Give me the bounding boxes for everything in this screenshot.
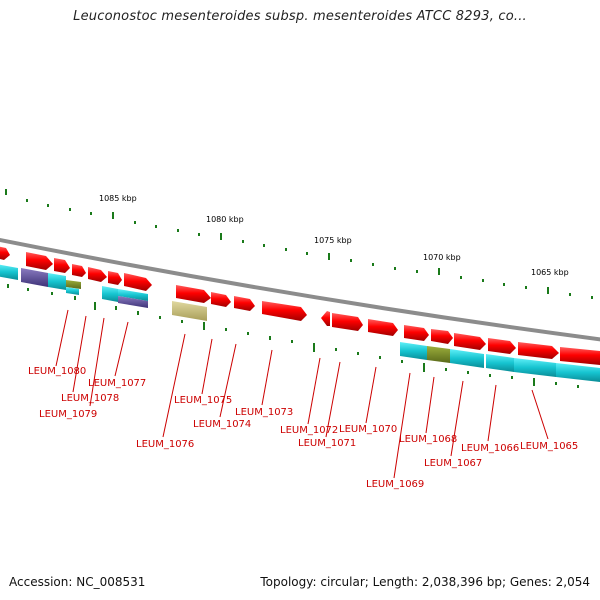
- leader-leum-1071: [325, 361, 341, 438]
- cog-block[interactable]: [556, 363, 600, 382]
- leader-leum-1078: [72, 315, 87, 393]
- gene-label-leum-1069[interactable]: LEUM_1069: [366, 479, 424, 490]
- gene-label-leum-1068[interactable]: LEUM_1068: [399, 434, 457, 445]
- cog-block[interactable]: [21, 268, 48, 287]
- gene-label-leum-1070[interactable]: LEUM_1070: [339, 424, 397, 435]
- leader-leum-1073: [261, 349, 273, 406]
- cog-block[interactable]: [486, 354, 514, 372]
- leader-leum-1069: [393, 372, 411, 479]
- label-leaders: [55, 309, 549, 479]
- scale-ticks: [5, 189, 593, 299]
- leader-leum-1079: [89, 317, 105, 407]
- gene-label-leum-1077[interactable]: LEUM_1077: [88, 378, 146, 389]
- scale-label-1065: 1065 kbp: [531, 268, 569, 277]
- cog-block[interactable]: [400, 342, 427, 360]
- gene-label-leum-1080[interactable]: LEUM_1080: [28, 366, 86, 377]
- leader-leum-1080: [55, 309, 69, 367]
- scale-label-1075: 1075 kbp: [314, 236, 352, 245]
- accession-text: Accession: NC_008531: [9, 575, 146, 589]
- gene-label-leum-1079[interactable]: LEUM_1079: [39, 409, 97, 420]
- gene-labels: LEUM_1080 LEUM_1078 LEUM_1079 LEUM_1077 …: [28, 366, 578, 490]
- cog-block[interactable]: [102, 286, 118, 302]
- gene-arrow[interactable]: [560, 347, 600, 365]
- gene-label-leum-1065[interactable]: LEUM_1065: [520, 441, 578, 452]
- leader-leum-1065: [531, 389, 549, 440]
- gene-arrow[interactable]: [108, 271, 122, 285]
- gene-label-leum-1073[interactable]: LEUM_1073: [235, 407, 293, 418]
- gene-arrow[interactable]: [26, 252, 53, 270]
- cog-block[interactable]: [172, 301, 207, 321]
- gene-arrow[interactable]: [518, 342, 559, 359]
- gene-arrow[interactable]: [332, 313, 363, 331]
- gene-arrow[interactable]: [54, 258, 70, 273]
- cog-annotation-track: [0, 264, 600, 382]
- cog-block[interactable]: [48, 273, 66, 290]
- forward-genes: [0, 246, 600, 365]
- gene-arrow[interactable]: [124, 273, 152, 291]
- gene-arrow[interactable]: [404, 325, 429, 341]
- leader-leum-1068: [425, 376, 435, 434]
- gene-label-leum-1067[interactable]: LEUM_1067: [424, 458, 482, 469]
- leader-leum-1074: [219, 343, 237, 418]
- cog-block[interactable]: [514, 358, 556, 377]
- leader-leum-1070: [365, 366, 377, 424]
- gene-arrow[interactable]: [431, 329, 453, 344]
- gene-label-leum-1076[interactable]: LEUM_1076: [136, 439, 194, 450]
- cog-block[interactable]: [427, 346, 450, 363]
- leader-leum-1076: [162, 333, 186, 438]
- scale-label-1080: 1080 kbp: [206, 215, 244, 224]
- cog-block[interactable]: [118, 296, 148, 308]
- genome-backbone: [0, 237, 600, 342]
- leader-leum-1066: [487, 384, 497, 442]
- gene-arrow[interactable]: [454, 333, 486, 350]
- leader-leum-1077: [114, 321, 129, 377]
- gene-label-leum-1071[interactable]: LEUM_1071: [298, 438, 356, 449]
- cog-block[interactable]: [450, 349, 484, 368]
- gene-label-leum-1078[interactable]: LEUM_1078: [61, 393, 119, 404]
- leader-leum-1072: [307, 357, 321, 425]
- cog-block[interactable]: [66, 280, 81, 289]
- leader-leum-1067: [450, 380, 464, 457]
- gene-arrow[interactable]: [211, 292, 231, 307]
- leader-leum-1075: [201, 338, 213, 395]
- gene-arrow[interactable]: [234, 296, 255, 311]
- gene-arrow[interactable]: [488, 338, 516, 354]
- gene-arrow[interactable]: [262, 301, 307, 321]
- cog-block[interactable]: [118, 289, 148, 301]
- cog-block[interactable]: [66, 287, 79, 295]
- gene-arrow[interactable]: [176, 285, 211, 303]
- genome-summary-text: Topology: circular; Length: 2,038,396 bp…: [260, 575, 590, 589]
- gene-arrow[interactable]: [0, 246, 10, 260]
- gc-content-track: [7, 284, 579, 388]
- gene-label-leum-1072[interactable]: LEUM_1072: [280, 425, 338, 436]
- gene-arrow[interactable]: [368, 319, 398, 336]
- diagram-title: Leuconostoc mesenteroides subsp. mesente…: [73, 9, 527, 24]
- gene-label-leum-1075[interactable]: LEUM_1075: [174, 395, 232, 406]
- gene-arrow[interactable]: [72, 264, 86, 277]
- cog-block[interactable]: [0, 264, 18, 280]
- gene-arrow[interactable]: [321, 311, 330, 326]
- gene-label-leum-1074[interactable]: LEUM_1074: [193, 419, 251, 430]
- scale-label-1085: 1085 kbp: [99, 194, 137, 203]
- scale-label-1070: 1070 kbp: [423, 253, 461, 262]
- gene-arrow[interactable]: [88, 267, 107, 282]
- gene-label-leum-1066[interactable]: LEUM_1066: [461, 443, 519, 454]
